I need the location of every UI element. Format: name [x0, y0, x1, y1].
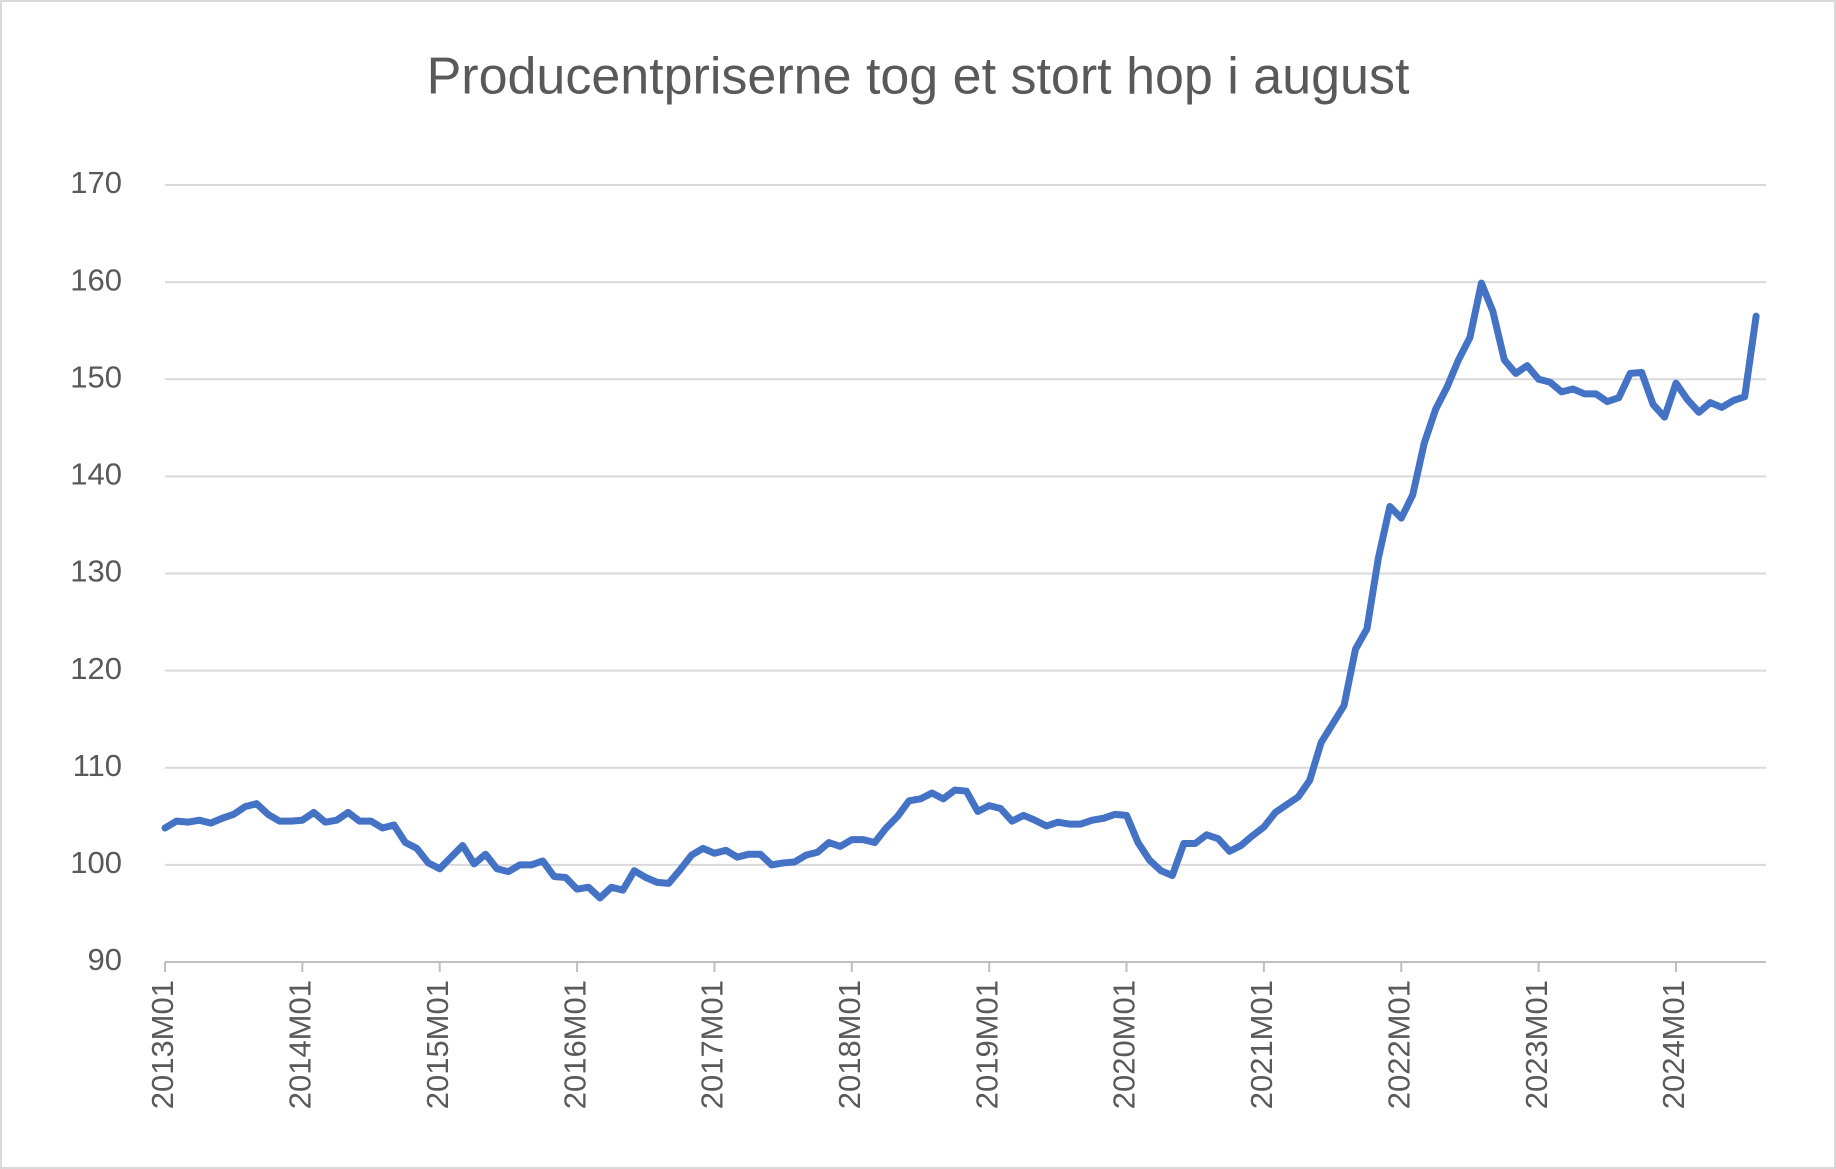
x-tick-label: 2014M01 — [283, 980, 318, 1109]
y-tick-label: 150 — [70, 359, 122, 394]
x-tick-label: 2021M01 — [1244, 980, 1279, 1109]
x-tick-label: 2017M01 — [695, 980, 730, 1109]
x-tick-label: 2020M01 — [1107, 980, 1142, 1109]
x-tick-label: 2015M01 — [420, 980, 455, 1109]
x-tick-label: 2013M01 — [145, 980, 180, 1109]
x-tick-label: 2019M01 — [969, 980, 1004, 1109]
y-tick-label: 140 — [70, 457, 122, 492]
x-tick-label: 2024M01 — [1656, 980, 1691, 1109]
x-tick-label: 2018M01 — [832, 980, 867, 1109]
y-tick-label: 160 — [70, 262, 122, 297]
y-tick-label: 130 — [70, 554, 122, 589]
x-tick-label: 2016M01 — [557, 980, 592, 1109]
data-line — [161, 279, 1760, 902]
y-tick-label: 110 — [73, 748, 122, 783]
y-tick-label: 170 — [70, 165, 122, 200]
y-tick-label: 90 — [88, 942, 122, 977]
y-tick-label: 100 — [70, 845, 122, 880]
chart-title: Producentpriserne tog et stort hop i aug… — [427, 48, 1410, 106]
x-tick-label: 2022M01 — [1381, 980, 1416, 1109]
x-tick-label: 2023M01 — [1519, 980, 1554, 1109]
y-tick-label: 120 — [70, 651, 122, 686]
